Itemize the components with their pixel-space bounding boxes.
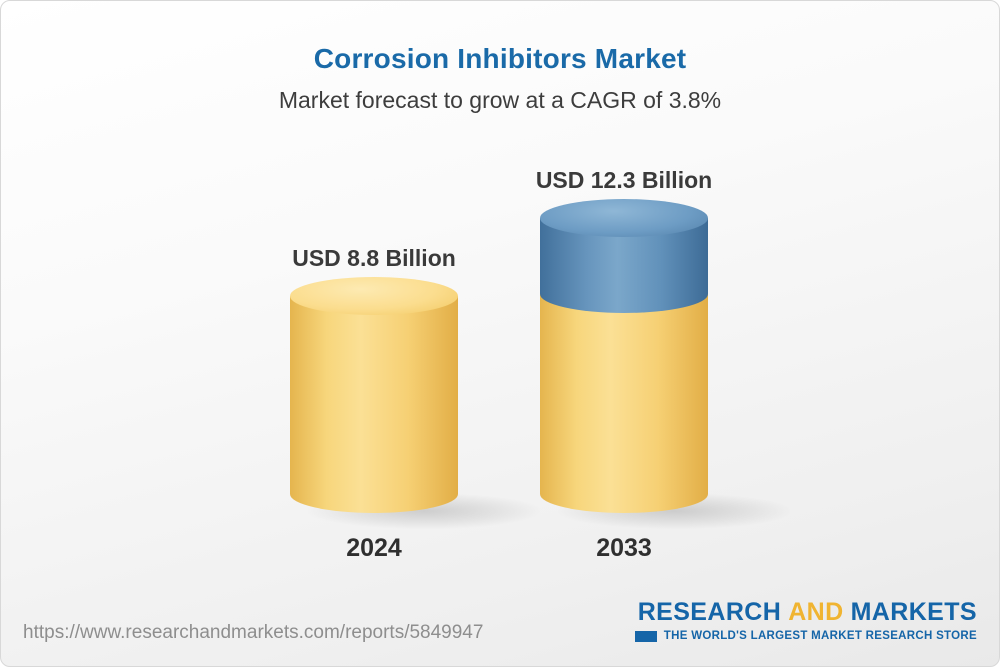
logo-word-markets: MARKETS [850,598,977,626]
chart-subtitle: Market forecast to grow at a CAGR of 3.8… [278,87,722,113]
logo-tagline-bar [634,630,657,642]
logo-word-research: RESEARCH [637,598,782,626]
logo-tagline: THE WORLD'S LARGEST MARKET RESEARCH STOR… [663,630,977,642]
logo-wordmark: RESEARCH AND MARKETS [635,598,977,627]
value-label-2024: USD 8.8 Billion [292,245,456,271]
logo-tagline-row: THE WORLD'S LARGEST MARKET RESEARCH STOR… [634,630,977,642]
report-url: https://www.researchandmarkets.com/repor… [23,622,484,643]
category-label-2033: 2033 [596,534,652,562]
value-label-2033: USD 12.3 Billion [535,167,713,193]
cylinder-bar-2033 [540,199,708,513]
research-and-markets-logo: RESEARCH AND MARKETS THE WORLD'S LARGEST M… [634,598,977,642]
cylinder-2024-body [290,296,458,513]
chart-title: Corrosion Inhibitors Market [313,43,687,74]
cylinder-2024-top-cap [290,277,458,315]
category-label-2024: 2024 [346,534,402,562]
cylinder-2033-top-cap [540,199,708,237]
cylinder-bar-2024 [290,277,458,513]
logo-word-and: AND [788,598,844,626]
